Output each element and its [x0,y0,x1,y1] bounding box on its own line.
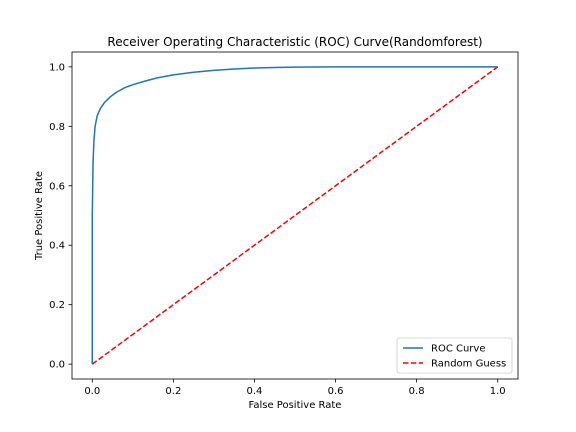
legend-label: Random Guess [431,359,506,370]
x-tick-label: 0.6 [328,386,344,397]
y-tick-label: 0.0 [49,360,65,371]
legend: ROC Curve Random Guess [396,337,513,374]
plot-frame [71,51,519,380]
series-line-roc-curve [91,66,498,365]
y-axis-label: True Positive Rate [34,171,45,261]
series-layer [91,66,499,365]
x-axis-label: False Positive Rate [249,400,342,411]
chart-title: Receiver Operating Characteristic (ROC) … [107,35,482,49]
y-tick-label: 0.8 [49,122,65,133]
x-tick-label: 0.2 [165,386,181,397]
x-tick-label: 0.4 [247,386,263,397]
legend-box [396,337,513,374]
x-tick-label: 0.0 [84,386,100,397]
y-tick-label: 1.0 [49,62,65,73]
legend-label: ROC Curve [431,344,485,355]
y-tick-label: 0.6 [49,181,65,192]
x-tick-label: 1.0 [490,386,506,397]
axes-layer: 0.0 0.2 0.4 0.6 0.8 1.0 0.0 0.2 0.4 0.6 0.8 1.0 [49,51,519,397]
y-tick-label: 0.2 [49,300,65,311]
x-tick-label: 0.8 [409,386,425,397]
y-tick-label: 0.4 [49,241,65,252]
series-line-random-guess [91,66,499,365]
